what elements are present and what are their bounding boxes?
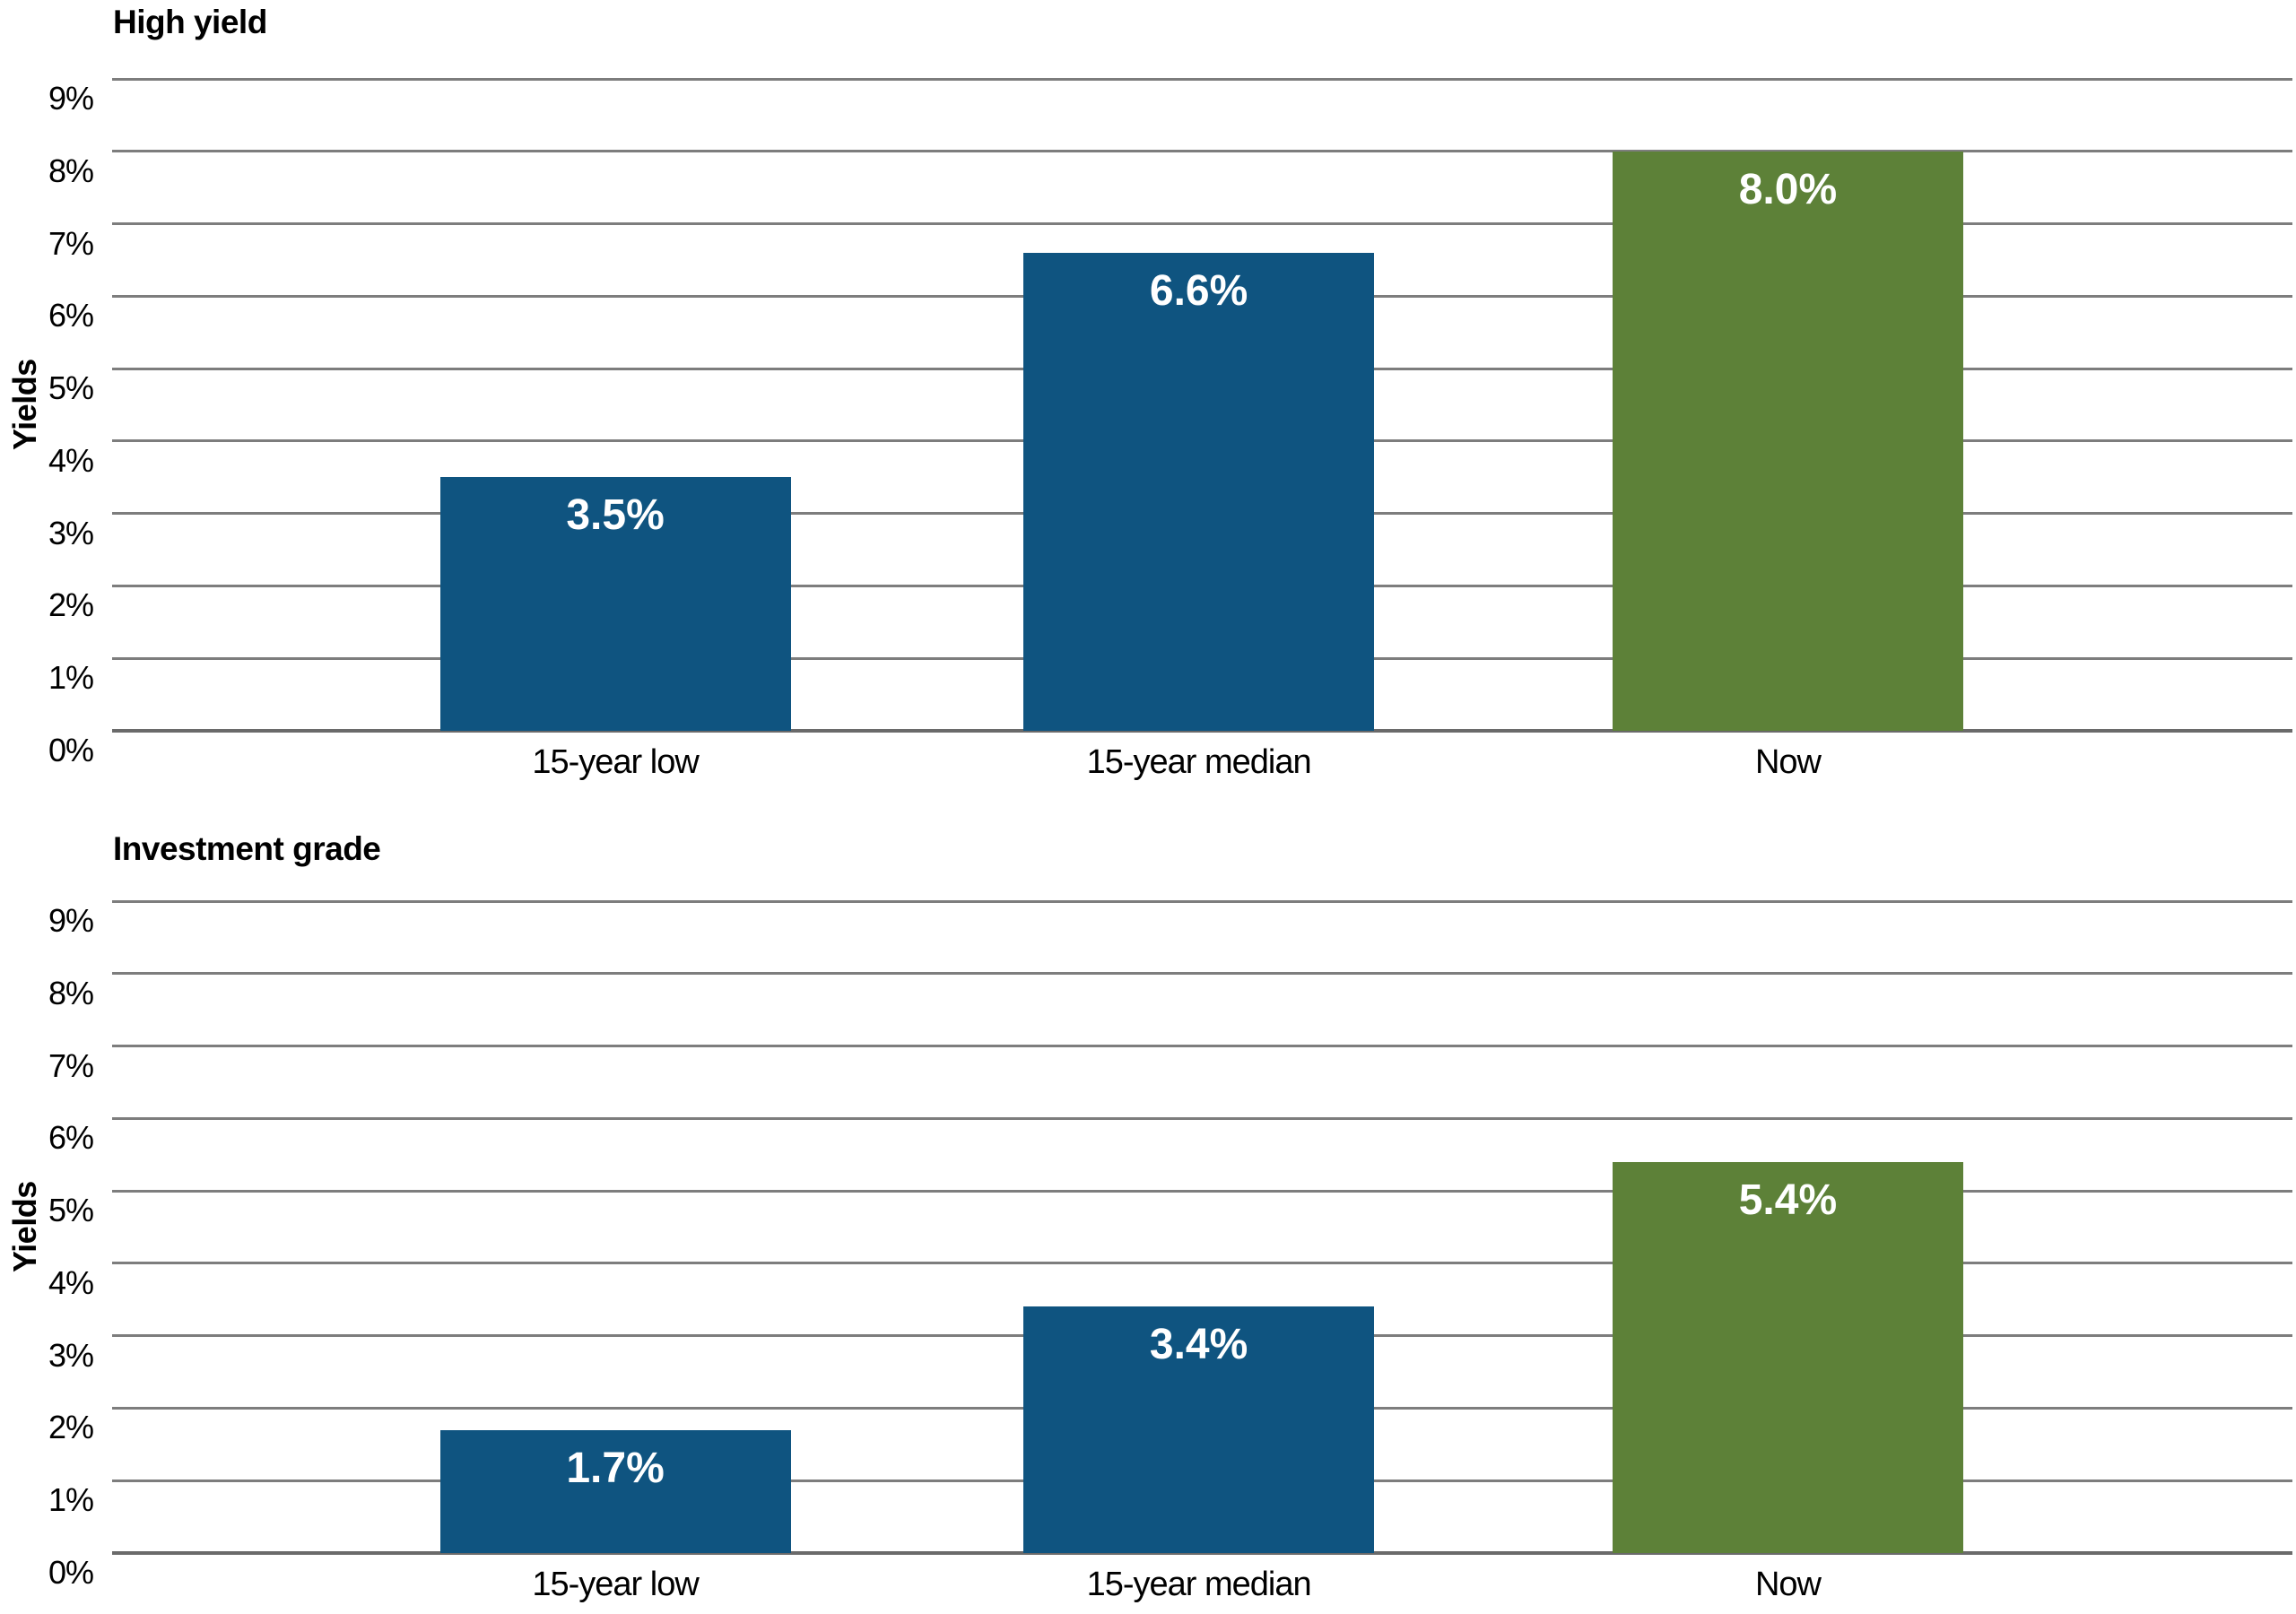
bar: 6.6% [1023, 252, 1375, 731]
x-category-label: 15-year low [532, 743, 699, 781]
gridline [112, 77, 2292, 81]
y-tick-label: 1% [48, 1481, 94, 1519]
x-axis-category-labels: 15-year low 15-year median Now [112, 1565, 2292, 1614]
y-tick-label: 1% [48, 659, 94, 697]
x-category-label: Now [1754, 743, 1822, 781]
gridline [112, 150, 2292, 153]
y-tick-label: 2% [48, 586, 94, 624]
y-tick-label: 5% [48, 1192, 94, 1229]
y-tick-label: 9% [48, 80, 94, 117]
x-category-label: Now [1754, 1566, 1822, 1603]
chart-title: High yield [113, 4, 267, 40]
y-tick-label: 0% [48, 732, 94, 768]
bar-value-label: 3.4% [1149, 1321, 1248, 1369]
y-tick-label: 6% [48, 1119, 94, 1157]
bar: 1.7% [439, 1429, 791, 1553]
plot-area: 1.7% 3.4% 5.4% [112, 899, 2292, 1555]
x-category-label: 15-year median [1086, 1566, 1312, 1603]
y-tick-label: 5% [48, 369, 94, 407]
bar-value-label: 8.0% [1738, 165, 1838, 213]
bar: 5.4% [1613, 1161, 1963, 1553]
y-tick-label: 6% [48, 297, 94, 334]
gridline [112, 1116, 2292, 1120]
bar-value-label: 6.6% [1149, 266, 1248, 315]
y-tick-label: 0% [48, 1554, 94, 1591]
chart-high-yield: High yield Yields 9% 8% 7% 6% 5% 4% 3% 2% 1% 0% 3… [0, 4, 2292, 805]
gridline [112, 1551, 2292, 1555]
gridline [112, 1045, 2292, 1048]
gridline [112, 1262, 2292, 1265]
chart-investment-grade: Investment grade Yields 9% 8% 7% 6% 5% 4% 3% 2%… [0, 807, 2296, 1614]
bar: 3.4% [1023, 1306, 1375, 1553]
x-category-label: 15-year median [1086, 743, 1312, 781]
x-axis-category-labels: 15-year low 15-year median Now [112, 742, 2292, 805]
y-tick-label: 4% [48, 441, 94, 479]
x-category-label: 15-year low [532, 1566, 699, 1603]
gridline [112, 1189, 2292, 1193]
bar: 8.0% [1613, 151, 1963, 731]
y-tick-label: 7% [48, 224, 94, 262]
bar-value-label: 1.7% [566, 1444, 665, 1492]
bar-value-label: 3.5% [566, 491, 665, 540]
gridline [112, 972, 2292, 976]
plot-area: 3.5% 6.6% 8.0% [112, 77, 2292, 733]
y-tick-label: 7% [48, 1046, 94, 1084]
y-tick-label: 4% [48, 1263, 94, 1301]
gridline [112, 222, 2292, 226]
y-axis-ticks: 9% 8% 7% 6% 5% 4% 3% 2% 1% 0% [0, 79, 94, 767]
bar-value-label: 5.4% [1738, 1176, 1838, 1224]
chart-title: Investment grade [113, 830, 381, 867]
y-tick-label: 8% [48, 152, 94, 189]
y-tick-label: 9% [48, 902, 94, 939]
y-tick-label: 3% [48, 1336, 94, 1374]
gridline [112, 899, 2292, 903]
bar: 3.5% [439, 477, 791, 731]
y-tick-label: 8% [48, 974, 94, 1011]
y-tick-label: 3% [48, 514, 94, 551]
gridline [112, 729, 2292, 733]
y-axis-ticks: 9% 8% 7% 6% 5% 4% 3% 2% 1% 0% [0, 901, 94, 1589]
y-tick-label: 2% [48, 1409, 94, 1446]
